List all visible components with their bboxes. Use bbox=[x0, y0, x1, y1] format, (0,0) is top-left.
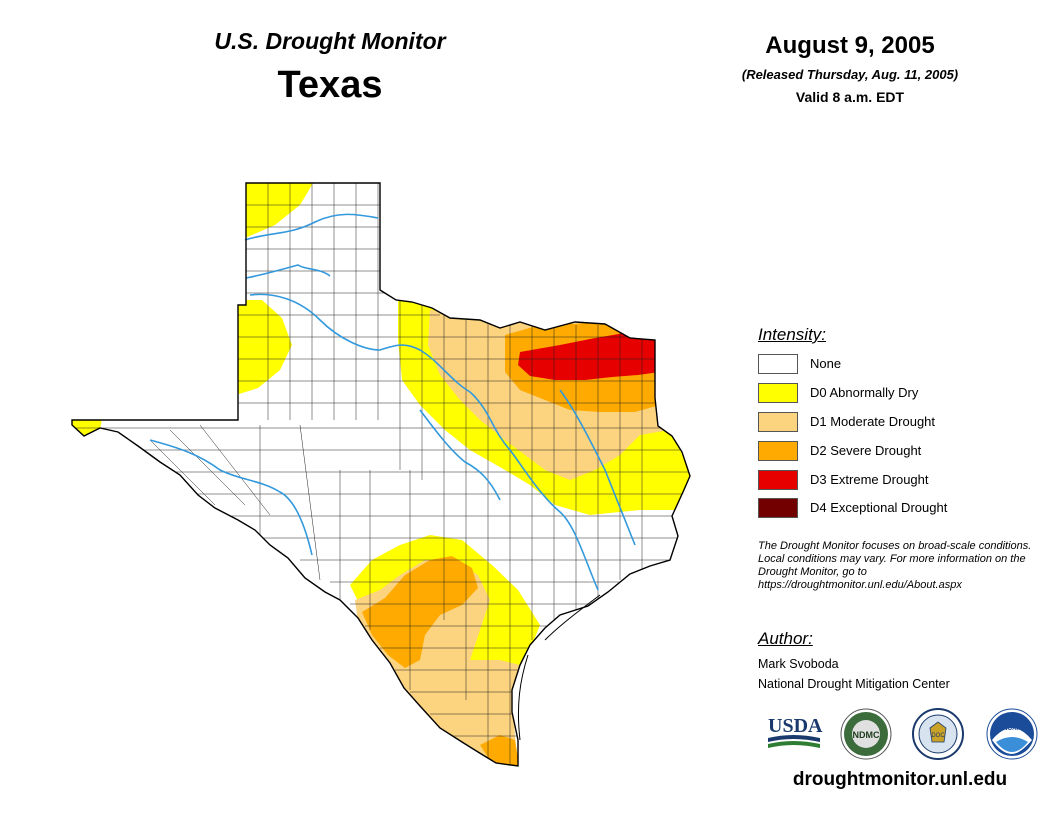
legend-swatch bbox=[758, 441, 798, 461]
legend-swatch bbox=[758, 383, 798, 403]
legend-title: Intensity: bbox=[758, 325, 827, 344]
d3-northeast bbox=[518, 333, 660, 380]
map-title: Texas bbox=[277, 64, 383, 106]
legend-label: D4 Exceptional Drought bbox=[810, 500, 948, 515]
valid-time: Valid 8 a.m. EDT bbox=[795, 89, 905, 105]
map-supertitle: U.S. Drought Monitor bbox=[214, 28, 446, 54]
svg-text:DOC: DOC bbox=[931, 733, 945, 739]
rivers bbox=[149, 213, 636, 591]
doc-logo: DOC bbox=[912, 708, 964, 760]
author-organization: National Drought Mitigation Center bbox=[758, 677, 950, 691]
legend-label: D0 Abnormally Dry bbox=[810, 385, 919, 400]
legend-label: None bbox=[810, 356, 842, 371]
legend-label: D2 Severe Drought bbox=[810, 443, 922, 458]
legend-swatch bbox=[758, 412, 798, 432]
legend-swatch bbox=[758, 470, 798, 490]
ndmc-logo: NDMC bbox=[840, 708, 892, 760]
legend-label: D3 Extreme Drought bbox=[810, 472, 929, 487]
d2-south bbox=[362, 556, 478, 668]
valid-date: August 9, 2005 bbox=[765, 32, 935, 59]
website-url[interactable]: droughtmonitor.unl.edu bbox=[792, 769, 1008, 790]
barrier-islands bbox=[517, 594, 601, 741]
county-lines bbox=[72, 183, 690, 766]
texas-drought-map bbox=[71, 182, 691, 767]
legend-label: D1 Moderate Drought bbox=[810, 414, 936, 429]
d0-panhandle-north bbox=[240, 183, 315, 238]
svg-text:NDMC: NDMC bbox=[853, 730, 880, 740]
author-name: Mark Svoboda bbox=[758, 657, 839, 671]
d0-panhandle-west bbox=[236, 300, 292, 395]
partner-logos: USDA NDMC DOC NOAA bbox=[768, 708, 1038, 760]
legend-swatch bbox=[758, 498, 798, 518]
usda-logo: USDA bbox=[768, 715, 823, 748]
svg-text:NOAA: NOAA bbox=[1003, 726, 1021, 732]
release-date: (Released Thursday, Aug. 11, 2005) bbox=[741, 67, 959, 82]
state-outline bbox=[71, 182, 691, 767]
author-heading: Author: bbox=[758, 629, 813, 648]
info-note: The Drought Monitor focuses on broad-sca… bbox=[758, 540, 1032, 591]
noaa-logo: NOAA bbox=[986, 708, 1038, 760]
legend-swatch bbox=[758, 354, 798, 374]
svg-text:USDA: USDA bbox=[768, 715, 823, 737]
